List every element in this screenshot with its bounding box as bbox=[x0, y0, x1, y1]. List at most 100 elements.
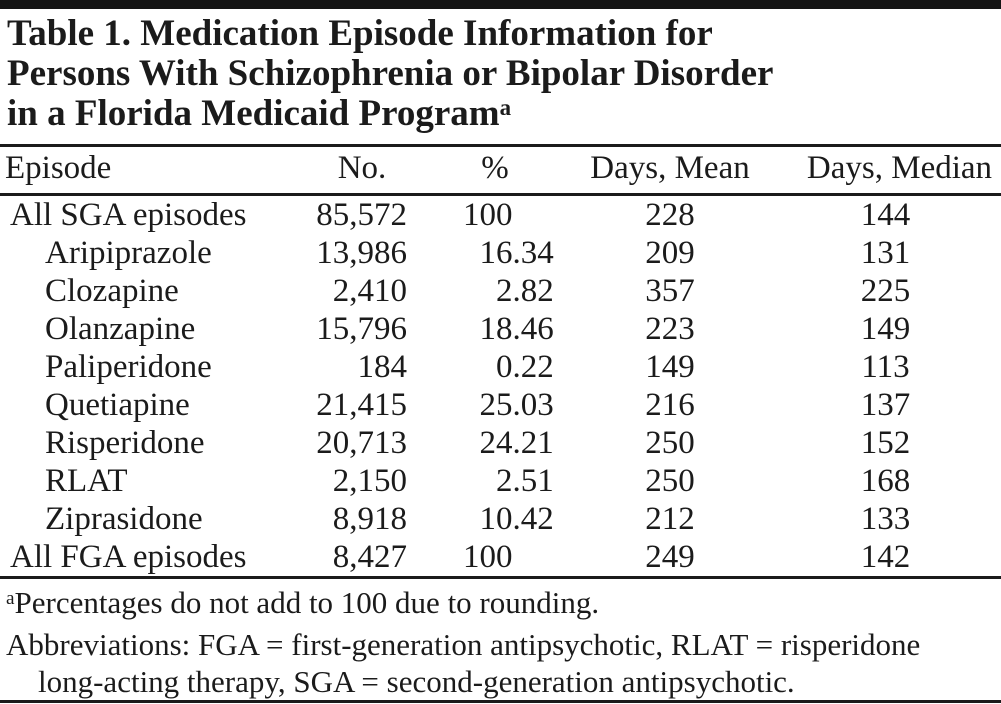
bottom-rule bbox=[0, 699, 1001, 703]
days-median-cell: 149 bbox=[860, 310, 911, 347]
table-row: Olanzapine 15,796 18.46 223 149 bbox=[0, 310, 1001, 348]
days-mean-cell: 250 bbox=[645, 462, 695, 499]
col-header-episode: Episode bbox=[0, 147, 280, 196]
percent-fraction: .22 bbox=[512, 348, 554, 385]
days-median-cell: 133 bbox=[860, 500, 911, 537]
percent-fraction: .03 bbox=[512, 386, 554, 423]
footnotes: aPercentages do not add to 100 due to ro… bbox=[0, 579, 1001, 700]
footnote-abbreviations-line-1: Abbreviations: FGA = first-generation an… bbox=[6, 626, 921, 662]
percent-cell: 100 bbox=[420, 537, 570, 579]
days-median-cell: 131 bbox=[860, 234, 911, 271]
footnote-abbreviations-line-2: long-acting therapy, SGA = second-genera… bbox=[38, 663, 795, 699]
percent-fraction: .46 bbox=[512, 310, 554, 347]
title-footnote-marker: a bbox=[499, 94, 512, 120]
no-cell: 15,796 bbox=[316, 310, 407, 347]
col-header-days-median: Days, Median bbox=[770, 147, 1001, 196]
footnote-a: aPercentages do not add to 100 due to ro… bbox=[6, 584, 997, 626]
percent-cell: 25.03 bbox=[420, 386, 570, 424]
percent-cell: 0.22 bbox=[420, 348, 570, 386]
percent-integer: 25 bbox=[479, 386, 513, 423]
table-row: Aripiprazole 13,986 16.34 209 131 bbox=[0, 234, 1001, 272]
percent-cell: 24.21 bbox=[420, 424, 570, 462]
days-mean-cell: 216 bbox=[645, 386, 695, 423]
no-cell: 184 bbox=[357, 348, 408, 385]
percent-cell: 18.46 bbox=[420, 310, 570, 348]
percent-cell: 100 bbox=[420, 194, 570, 234]
percent-integer: 18 bbox=[479, 310, 513, 347]
table-title-line-3-text: in a Florida Medicaid Program bbox=[7, 93, 500, 134]
percent-integer: 10 bbox=[479, 500, 513, 537]
days-mean-cell: 228 bbox=[645, 196, 695, 233]
days-median-cell: 137 bbox=[860, 386, 911, 423]
percent-fraction: .51 bbox=[512, 462, 554, 499]
table-title: Table 1. Medication Episode Information … bbox=[0, 9, 1001, 138]
percent-fraction: .82 bbox=[512, 272, 554, 309]
table-row: All FGA episodes 8,427 100 249 142 bbox=[0, 537, 1001, 579]
percent-integer: 16 bbox=[479, 234, 513, 271]
col-header-percent: % bbox=[420, 147, 570, 196]
table-row: Paliperidone 184 0.22 149 113 bbox=[0, 348, 1001, 386]
percent-integer: 24 bbox=[479, 424, 513, 461]
table-title-line-2: Persons With Schizophrenia or Bipolar Di… bbox=[7, 53, 774, 94]
table-title-line-3: in a Florida Medicaid Programa bbox=[7, 94, 995, 138]
table-row: All SGA episodes 85,572 100 228 144 bbox=[0, 194, 1001, 234]
days-mean-cell: 149 bbox=[645, 348, 695, 385]
title-rule bbox=[0, 144, 1001, 147]
percent-integer: 0 bbox=[496, 348, 513, 385]
table-row: RLAT 2,150 2.51 250 168 bbox=[0, 462, 1001, 500]
medication-episode-table: Episode No. % Days, Mean Days, Median Al… bbox=[0, 147, 1001, 579]
days-median-cell: 152 bbox=[860, 424, 911, 461]
no-cell: 2,150 bbox=[332, 462, 407, 499]
percent-cell: 10.42 bbox=[420, 500, 570, 538]
top-rule bbox=[0, 0, 1001, 9]
episode-cell: RLAT bbox=[45, 462, 128, 499]
footnote-a-marker: a bbox=[6, 587, 15, 609]
episode-cell: Paliperidone bbox=[45, 348, 212, 385]
days-mean-cell: 249 bbox=[570, 537, 770, 579]
table-body: All SGA episodes 85,572 100 228 144 Aripipraz… bbox=[0, 194, 1001, 579]
percent-cell: 2.51 bbox=[420, 462, 570, 500]
header-row: Episode No. % Days, Mean Days, Median bbox=[0, 147, 1001, 196]
episode-cell: Clozapine bbox=[45, 272, 179, 309]
table-row: Ziprasidone 8,918 10.42 212 133 bbox=[0, 500, 1001, 538]
no-cell: 85,572 bbox=[316, 196, 407, 233]
percent-integer: 2 bbox=[496, 272, 513, 309]
episode-cell: Risperidone bbox=[45, 424, 205, 461]
no-cell: 20,713 bbox=[316, 424, 407, 461]
episode-cell: All FGA episodes bbox=[0, 537, 280, 579]
episode-cell: Olanzapine bbox=[45, 310, 196, 347]
percent-cell: 2.82 bbox=[420, 272, 570, 310]
no-cell: 21,415 bbox=[316, 386, 407, 423]
footnote-a-text: Percentages do not add to 100 due to rou… bbox=[14, 584, 600, 620]
episode-cell: Aripiprazole bbox=[45, 234, 212, 271]
days-mean-cell: 357 bbox=[645, 272, 695, 309]
percent-integer: 2 bbox=[496, 462, 513, 499]
col-header-no: No. bbox=[280, 147, 420, 196]
days-mean-cell: 209 bbox=[645, 234, 695, 271]
no-cell: 8,918 bbox=[332, 500, 407, 537]
percent-fraction: .21 bbox=[512, 424, 554, 461]
no-cell: 13,986 bbox=[316, 234, 407, 271]
no-cell: 8,427 bbox=[280, 537, 420, 579]
percent-fraction: .42 bbox=[512, 500, 554, 537]
episode-cell: All SGA episodes bbox=[10, 196, 247, 233]
episode-cell: Quetiapine bbox=[45, 386, 190, 423]
days-median-cell: 142 bbox=[770, 537, 1001, 579]
col-header-days-mean: Days, Mean bbox=[570, 147, 770, 196]
table-row: Quetiapine 21,415 25.03 216 137 bbox=[0, 386, 1001, 424]
episode-cell: Ziprasidone bbox=[45, 500, 203, 537]
percent-integer: 100 bbox=[463, 538, 513, 575]
days-mean-cell: 223 bbox=[645, 310, 695, 347]
days-median-cell: 113 bbox=[861, 348, 910, 385]
percent-integer: 100 bbox=[463, 196, 513, 233]
days-median-cell: 144 bbox=[860, 196, 911, 233]
days-median-cell: 225 bbox=[860, 272, 911, 309]
no-cell: 2,410 bbox=[332, 272, 407, 309]
table-title-line-1: Table 1. Medication Episode Information … bbox=[7, 13, 713, 54]
days-mean-cell: 212 bbox=[645, 500, 695, 537]
table-row: Risperidone 20,713 24.21 250 152 bbox=[0, 424, 1001, 462]
percent-fraction: .34 bbox=[512, 234, 554, 271]
days-median-cell: 168 bbox=[860, 462, 911, 499]
table-row: Clozapine 2,410 2.82 357 225 bbox=[0, 272, 1001, 310]
